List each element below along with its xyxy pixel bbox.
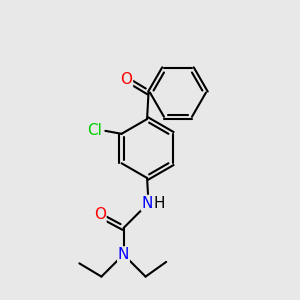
Text: H: H	[154, 196, 166, 211]
Text: N: N	[141, 196, 153, 211]
Text: N: N	[118, 247, 129, 262]
Text: O: O	[94, 207, 106, 222]
Text: Cl: Cl	[88, 123, 103, 138]
Text: O: O	[120, 72, 132, 87]
